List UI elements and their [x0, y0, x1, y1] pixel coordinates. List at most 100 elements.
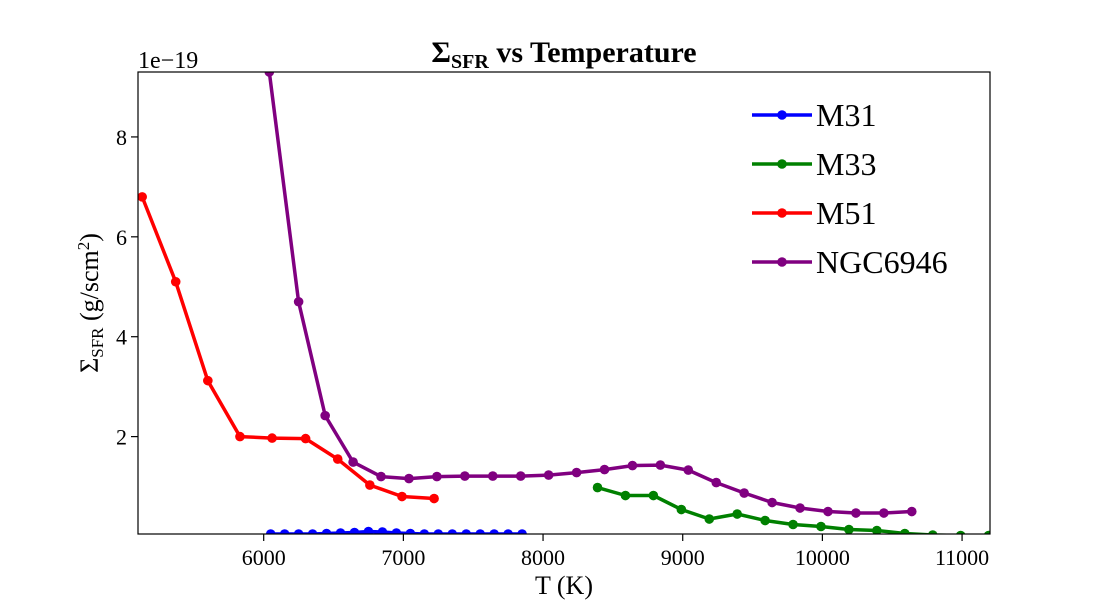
- data-point-ngc6946: [767, 497, 777, 508]
- y-tick-label: 4: [116, 325, 127, 350]
- data-point-m31: [377, 527, 388, 534]
- legend-label: M51: [816, 195, 876, 231]
- chart-title: ΣSFR vs Temperature: [431, 36, 696, 73]
- y-axis-label-tail: (g/scm: [75, 250, 104, 327]
- legend: M31 M33 M51 NGC6946: [752, 97, 948, 280]
- data-point-m31: [321, 528, 332, 534]
- series-ngc6946: [264, 72, 917, 518]
- data-point-m33: [732, 509, 742, 519]
- data-point-m31: [461, 529, 472, 534]
- data-point-m33: [648, 490, 659, 501]
- data-point-ngc6946: [599, 464, 610, 475]
- series-m31: [265, 526, 527, 534]
- legend-marker: [777, 110, 787, 120]
- data-point-m51: [365, 480, 375, 490]
- data-point-ngc6946: [293, 296, 304, 307]
- data-point-m33: [676, 504, 687, 515]
- series-line-m51: [140, 196, 435, 501]
- data-point-ngc6946: [487, 471, 498, 481]
- data-point-m31: [419, 529, 430, 534]
- data-point-m31: [517, 529, 527, 534]
- data-point-m33: [872, 525, 882, 534]
- data-point-ngc6946: [348, 457, 358, 467]
- axis-ticks: 6000 7000 8000 9000 10000 11000 2 4 6 8: [116, 125, 989, 570]
- data-point-m31: [279, 529, 290, 534]
- data-point-ngc6946: [376, 471, 386, 482]
- y-tick-label: 6: [116, 225, 127, 250]
- data-point-m51: [170, 276, 181, 287]
- data-point-ngc6946: [795, 503, 805, 513]
- legend-label: NGC6946: [816, 244, 948, 280]
- legend-label: M33: [816, 146, 876, 182]
- data-point-m33: [928, 530, 938, 534]
- data-point-m51: [429, 493, 439, 504]
- data-point-ngc6946: [851, 508, 861, 518]
- x-tick-label: 11000: [935, 545, 989, 570]
- y-axis-label-sub: SFR: [88, 327, 107, 358]
- data-point-ngc6946: [739, 488, 749, 498]
- data-point-m31: [265, 529, 276, 534]
- data-point-m31: [503, 529, 513, 534]
- data-point-ngc6946: [460, 471, 470, 481]
- data-point-ngc6946: [627, 460, 638, 471]
- data-point-m31: [363, 526, 374, 534]
- data-point-m31: [447, 529, 458, 534]
- data-point-m31: [349, 527, 360, 534]
- data-point-m51: [138, 192, 147, 202]
- y-axis-label: ΣSFR (g/scm2): [74, 233, 107, 373]
- data-point-m31: [293, 529, 304, 534]
- data-point-m31: [405, 528, 416, 534]
- chart-title-main: Σ: [431, 36, 451, 69]
- data-point-m31: [307, 529, 318, 534]
- data-point-m33: [704, 514, 715, 524]
- series-m51: [138, 192, 439, 504]
- legend-label: M31: [816, 97, 876, 133]
- data-point-ngc6946: [823, 506, 833, 517]
- data-point-m33: [900, 528, 910, 534]
- y-axis-label-close: ): [75, 233, 104, 242]
- data-point-m33: [592, 482, 603, 493]
- chart-title-sub: SFR: [451, 51, 489, 73]
- data-point-m31: [335, 528, 346, 534]
- y-axis-label-main: Σ: [75, 358, 104, 373]
- data-point-m31: [475, 529, 485, 534]
- data-point-m33: [760, 515, 770, 526]
- data-point-ngc6946: [571, 467, 582, 478]
- data-point-m33: [620, 490, 631, 501]
- legend-marker: [777, 159, 787, 169]
- series-m33: [592, 482, 990, 534]
- data-point-ngc6946: [543, 470, 554, 480]
- data-point-ngc6946: [404, 473, 414, 484]
- series-line-ngc6946: [267, 72, 912, 515]
- data-point-m33: [816, 521, 826, 532]
- x-tick-label: 7000: [381, 545, 425, 570]
- data-point-m33: [956, 530, 966, 534]
- axes-frame: [137, 71, 991, 535]
- data-point-m51: [397, 491, 407, 502]
- data-point-m51: [300, 433, 311, 444]
- data-point-ngc6946: [432, 471, 442, 482]
- x-tick-label: 8000: [521, 545, 565, 570]
- data-point-m33: [984, 530, 990, 534]
- x-tick-label: 10000: [795, 545, 850, 570]
- data-point-m33: [788, 519, 798, 530]
- data-point-ngc6946: [906, 506, 917, 517]
- y-tick-label: 8: [116, 125, 127, 150]
- data-point-m51: [332, 454, 343, 464]
- data-point-m31: [391, 528, 402, 534]
- y-offset-text: 1e−19: [138, 48, 198, 74]
- data-point-m51: [235, 431, 245, 442]
- plot-series: [138, 72, 990, 534]
- data-point-m51: [203, 375, 213, 386]
- data-point-ngc6946: [320, 410, 330, 421]
- data-point-m31: [433, 529, 444, 534]
- x-tick-label: 9000: [661, 545, 705, 570]
- y-tick-label: 2: [116, 425, 127, 450]
- y-axis-label-sup: 2: [74, 242, 93, 251]
- legend-marker: [777, 208, 787, 218]
- legend-marker: [777, 257, 787, 267]
- x-tick-label: 6000: [242, 545, 286, 570]
- chart-title-tail: vs Temperature: [489, 36, 697, 69]
- data-point-ngc6946: [711, 477, 722, 488]
